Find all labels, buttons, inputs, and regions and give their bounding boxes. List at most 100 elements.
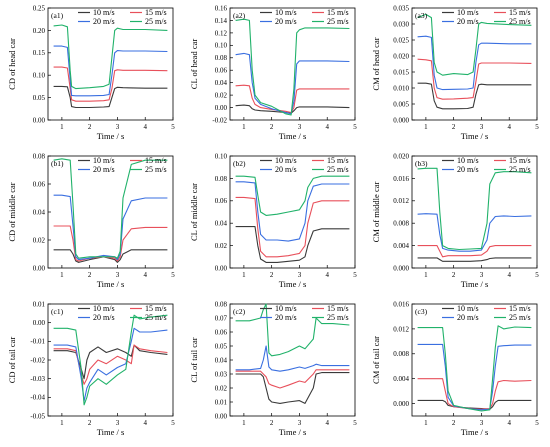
y-tick-label: 0.03: [215, 370, 228, 378]
x-tick-label: 5: [353, 419, 357, 427]
y-tick-label: 0.00: [215, 264, 228, 272]
x-tick-label: 1: [242, 419, 246, 427]
y-tick-label: 0.000: [393, 264, 409, 272]
series-line-15ms: [53, 66, 168, 102]
x-tick-label: 1: [242, 123, 246, 131]
legend-entry: 25 m/s: [327, 313, 349, 322]
y-tick-label: 0.08: [215, 175, 228, 183]
y-tick-label: 0.06: [215, 197, 228, 205]
y-tick-label: 0.02: [215, 92, 228, 100]
x-tick-label: 3: [298, 123, 302, 131]
plot-frame: [47, 7, 174, 121]
x-tick-label: 4: [325, 123, 329, 131]
series-line-25ms: [53, 158, 168, 259]
y-tick-label: 0.020: [393, 152, 409, 160]
panel-label: (b1): [51, 159, 64, 168]
legend-entry: 10 m/s: [93, 304, 115, 313]
y-tick-label: 0.01: [215, 398, 228, 406]
series-line-25ms: [417, 167, 532, 251]
plot-frame: [229, 7, 356, 121]
legend-entry: 25 m/s: [509, 165, 531, 174]
legend-entry: 15 m/s: [145, 156, 167, 165]
plot-frame: [229, 155, 356, 269]
series-line-10ms: [417, 257, 532, 262]
legend-entry: 25 m/s: [509, 17, 531, 26]
legend-entry: 10 m/s: [93, 8, 115, 17]
y-tick-label: 0.10: [215, 152, 228, 160]
panel-label: (a3): [415, 11, 428, 20]
y-tick-label: 0.02: [215, 384, 228, 392]
y-tick-label: 0.00: [33, 264, 46, 272]
legend-entry: 15 m/s: [145, 304, 167, 313]
x-tick-label: 5: [171, 123, 175, 131]
series-line-20ms: [417, 343, 532, 411]
legend-entry: 10 m/s: [275, 8, 297, 17]
panel-a2: -0.02 0.00 0.02 0.04 0.06 0.08 0.10 0.12 0.14 0.1…: [189, 4, 357, 141]
x-tick-label: 4: [325, 419, 329, 427]
x-tick-label: 3: [298, 419, 302, 427]
x-tick-label: 3: [480, 123, 484, 131]
y-tick-label: 0.016: [393, 300, 409, 308]
legend-entry: 10 m/s: [457, 304, 479, 313]
y-axis-label: CM of head car: [371, 37, 381, 90]
y-tick-label: 0.15: [33, 49, 46, 57]
x-tick-label: 2: [270, 271, 274, 279]
y-tick-label: 0.08: [215, 300, 228, 308]
x-axis-label: Time / s: [461, 279, 489, 289]
series-line-10ms: [417, 399, 532, 410]
y-axis-label: CL of middle car: [189, 183, 199, 241]
x-tick-label: 1: [424, 419, 428, 427]
legend-entry: 20 m/s: [275, 17, 297, 26]
series-line-15ms: [235, 369, 350, 389]
y-tick-label: 0.05: [215, 342, 228, 350]
y-tick-label: 0.10: [215, 42, 228, 50]
y-tick-label: 0.06: [215, 328, 228, 336]
y-axis-label: CD of tail car: [7, 337, 17, 384]
x-tick-label: 1: [60, 419, 64, 427]
legend-entry: 15 m/s: [509, 8, 531, 17]
series-line-10ms: [417, 82, 532, 110]
y-tick-label: 0.16: [215, 4, 228, 12]
x-tick-label: 5: [353, 123, 357, 131]
series-line-25ms: [53, 314, 168, 406]
series-line-15ms: [417, 58, 532, 100]
x-tick-label: 3: [116, 123, 120, 131]
x-tick-label: 2: [88, 419, 92, 427]
panel-label: (c1): [51, 307, 64, 316]
panel-label: (b3): [415, 159, 428, 168]
y-tick-label: 0.06: [215, 67, 228, 75]
series-line-20ms: [53, 45, 168, 97]
series-line-25ms: [53, 24, 168, 90]
series-line-20ms: [53, 327, 168, 402]
legend-entry: 10 m/s: [93, 156, 115, 165]
x-tick-label: 2: [88, 271, 92, 279]
x-axis-label: Time / s: [97, 131, 125, 141]
legend-entry: 20 m/s: [93, 17, 115, 26]
y-tick-label: 0.000: [393, 400, 409, 408]
x-tick-label: 5: [171, 419, 175, 427]
x-axis-label: Time / s: [279, 131, 307, 141]
y-axis-label: CM of middle car: [371, 182, 381, 243]
x-tick-label: 1: [242, 271, 246, 279]
series-line-25ms: [417, 13, 532, 76]
y-tick-label: 0.00: [33, 116, 46, 124]
plot-frame: [411, 155, 538, 269]
panel-a1: 0.00 0.05 0.10 0.15 0.20 0.25 1 2 3 4 5 Time / s CD …: [7, 4, 175, 141]
y-tick-label: 0.012: [393, 197, 409, 205]
y-tick-label: 0.20: [33, 27, 46, 35]
y-tick-label: 0.02: [33, 236, 46, 244]
panel-c2: 0.00 0.01 0.02 0.03 0.04 0.05 0.06 0.07 0.08 1 2 3 4…: [189, 300, 357, 437]
legend-entry: 25 m/s: [145, 313, 167, 322]
y-tick-label: 0.04: [215, 79, 228, 87]
y-tick-label: 0.04: [33, 208, 46, 216]
legend-entry: 15 m/s: [327, 8, 349, 17]
x-axis-label: Time / s: [97, 279, 125, 289]
x-tick-label: 3: [480, 419, 484, 427]
legend-entry: 20 m/s: [457, 165, 479, 174]
x-tick-label: 2: [452, 419, 456, 427]
x-tick-label: 3: [480, 271, 484, 279]
legend-entry: 15 m/s: [145, 8, 167, 17]
x-axis-label: Time / s: [279, 279, 307, 289]
x-axis-label: Time / s: [279, 427, 307, 437]
legend-entry: 15 m/s: [327, 156, 349, 165]
